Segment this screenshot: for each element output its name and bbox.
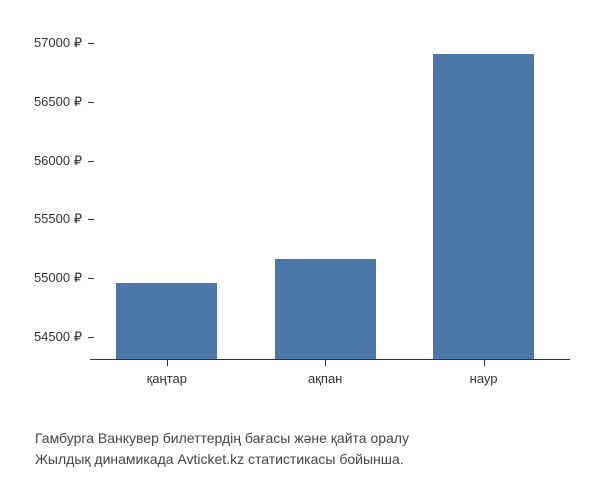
chart-caption: Гамбурга Ванкувер билеттердің бағасы жән… — [35, 428, 565, 470]
chart-container: 54500 ₽ 55000 ₽ 55500 ₽ 56000 ₽ 56500 ₽ 57000… — [0, 0, 600, 500]
x-tick-mark — [484, 360, 485, 366]
y-tick-label: 56000 ₽ — [34, 153, 82, 169]
x-tick-mark — [167, 360, 168, 366]
x-tick-label: ақпан — [308, 371, 342, 386]
y-tick-label: 54500 ₽ — [34, 329, 82, 345]
plot-area: 54500 ₽ 55000 ₽ 55500 ₽ 56000 ₽ 56500 ₽ 57000… — [10, 20, 580, 400]
y-tick-label: 57000 ₽ — [34, 35, 82, 51]
y-tick-label: 56500 ₽ — [34, 94, 82, 110]
x-axis: қаңтар ақпан наур — [90, 365, 570, 395]
x-tick-label: наур — [470, 371, 498, 386]
bar — [275, 259, 376, 359]
caption-line-2: Жылдық динамикада Avticket.kz статистика… — [35, 449, 565, 470]
x-tick-label: қаңтар — [147, 371, 187, 386]
y-tick-label: 55000 ₽ — [34, 270, 82, 286]
x-tick-mark — [325, 360, 326, 366]
y-tick-label: 55500 ₽ — [34, 211, 82, 227]
caption-line-1: Гамбурга Ванкувер билеттердің бағасы жән… — [35, 428, 565, 449]
bar — [116, 283, 217, 359]
bar — [433, 54, 534, 359]
y-axis: 54500 ₽ 55000 ₽ 55500 ₽ 56000 ₽ 56500 ₽ 57000… — [10, 20, 90, 360]
bars-area — [90, 20, 570, 360]
